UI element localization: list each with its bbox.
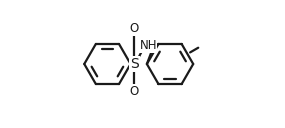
Text: S: S (130, 57, 139, 71)
Text: O: O (130, 85, 139, 98)
Text: NH: NH (139, 39, 157, 52)
Text: O: O (130, 22, 139, 35)
